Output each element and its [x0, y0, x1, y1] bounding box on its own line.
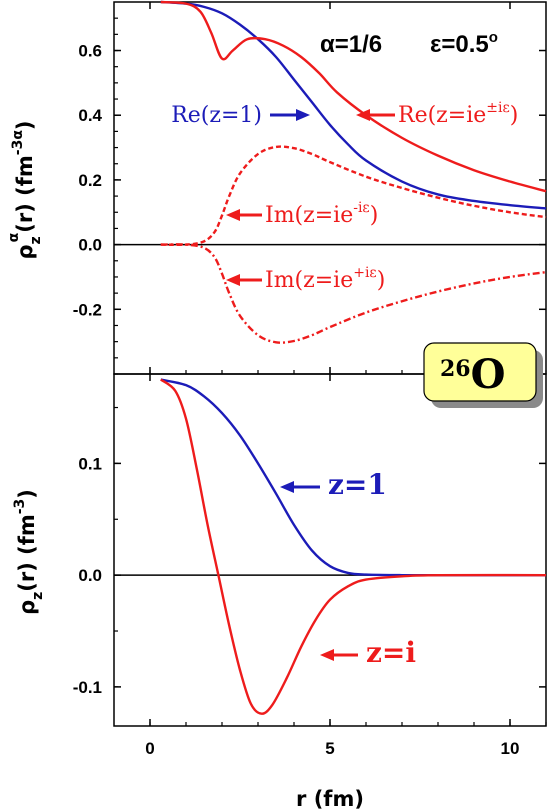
nucleus-box	[423, 342, 537, 402]
series-line-re-z-ie-i-	[160, 0, 547, 193]
annotation-arrow-head	[356, 109, 370, 121]
annotation-arrow-head	[320, 649, 334, 661]
x-axis-label: r (fm)	[296, 787, 364, 811]
param-epsilon: ε=0.5o	[430, 29, 498, 58]
series-annotation: Re(z=1)	[171, 103, 262, 128]
top-y-axis-label: ρzα(r) (fm-3α)	[6, 120, 44, 259]
x-tick-label: 0	[145, 739, 154, 758]
series-annotation: Im(z=ie-iε)	[265, 200, 378, 228]
nucleus-label: 26O	[440, 351, 505, 398]
bottom-y-axis-label: ρz(r) (fm-3)	[12, 489, 46, 615]
y-tick-label: 0.2	[78, 171, 102, 190]
y-tick-label: 0.1	[78, 454, 102, 473]
series-line-z-i	[160, 378, 547, 715]
nucleus-symbol: O	[471, 351, 506, 398]
annotation-arrow-head	[296, 109, 310, 121]
series-annotation: z=i	[366, 636, 416, 669]
annotation-arrow-head	[226, 274, 240, 286]
param-alpha: α=1/6	[320, 31, 382, 58]
y-tick-label: 0.0	[78, 236, 102, 255]
series-line-im-z-ie-i-	[160, 243, 547, 344]
y-tick-label: 0.4	[78, 106, 102, 125]
x-tick-label: 5	[325, 739, 334, 758]
series-line-im-z-ie-i-	[160, 145, 547, 247]
annotation-arrow-head	[226, 209, 240, 221]
y-tick-label: -0.2	[73, 300, 102, 319]
series-line-re-z-1-	[160, 0, 547, 210]
series-annotation: z=1	[328, 468, 387, 501]
bottom-panel-frame	[113, 373, 547, 727]
y-tick-label: 0.6	[78, 42, 102, 61]
y-tick-label: 0.0	[78, 566, 102, 585]
series-annotation: Re(z=ie±iε)	[398, 100, 518, 128]
annotation-arrow-head	[280, 481, 294, 493]
nucleus-mass: 26	[440, 356, 471, 382]
y-tick-label: -0.1	[73, 678, 102, 697]
param-degree: o	[489, 29, 498, 46]
svg-text:ρz(r) (fm-3): ρz(r) (fm-3)	[12, 489, 46, 615]
series-annotation: Im(z=ie+iε)	[265, 265, 385, 293]
x-tick-label: 10	[501, 739, 520, 758]
svg-text:ρzα(r) (fm-3α): ρzα(r) (fm-3α)	[6, 120, 44, 259]
